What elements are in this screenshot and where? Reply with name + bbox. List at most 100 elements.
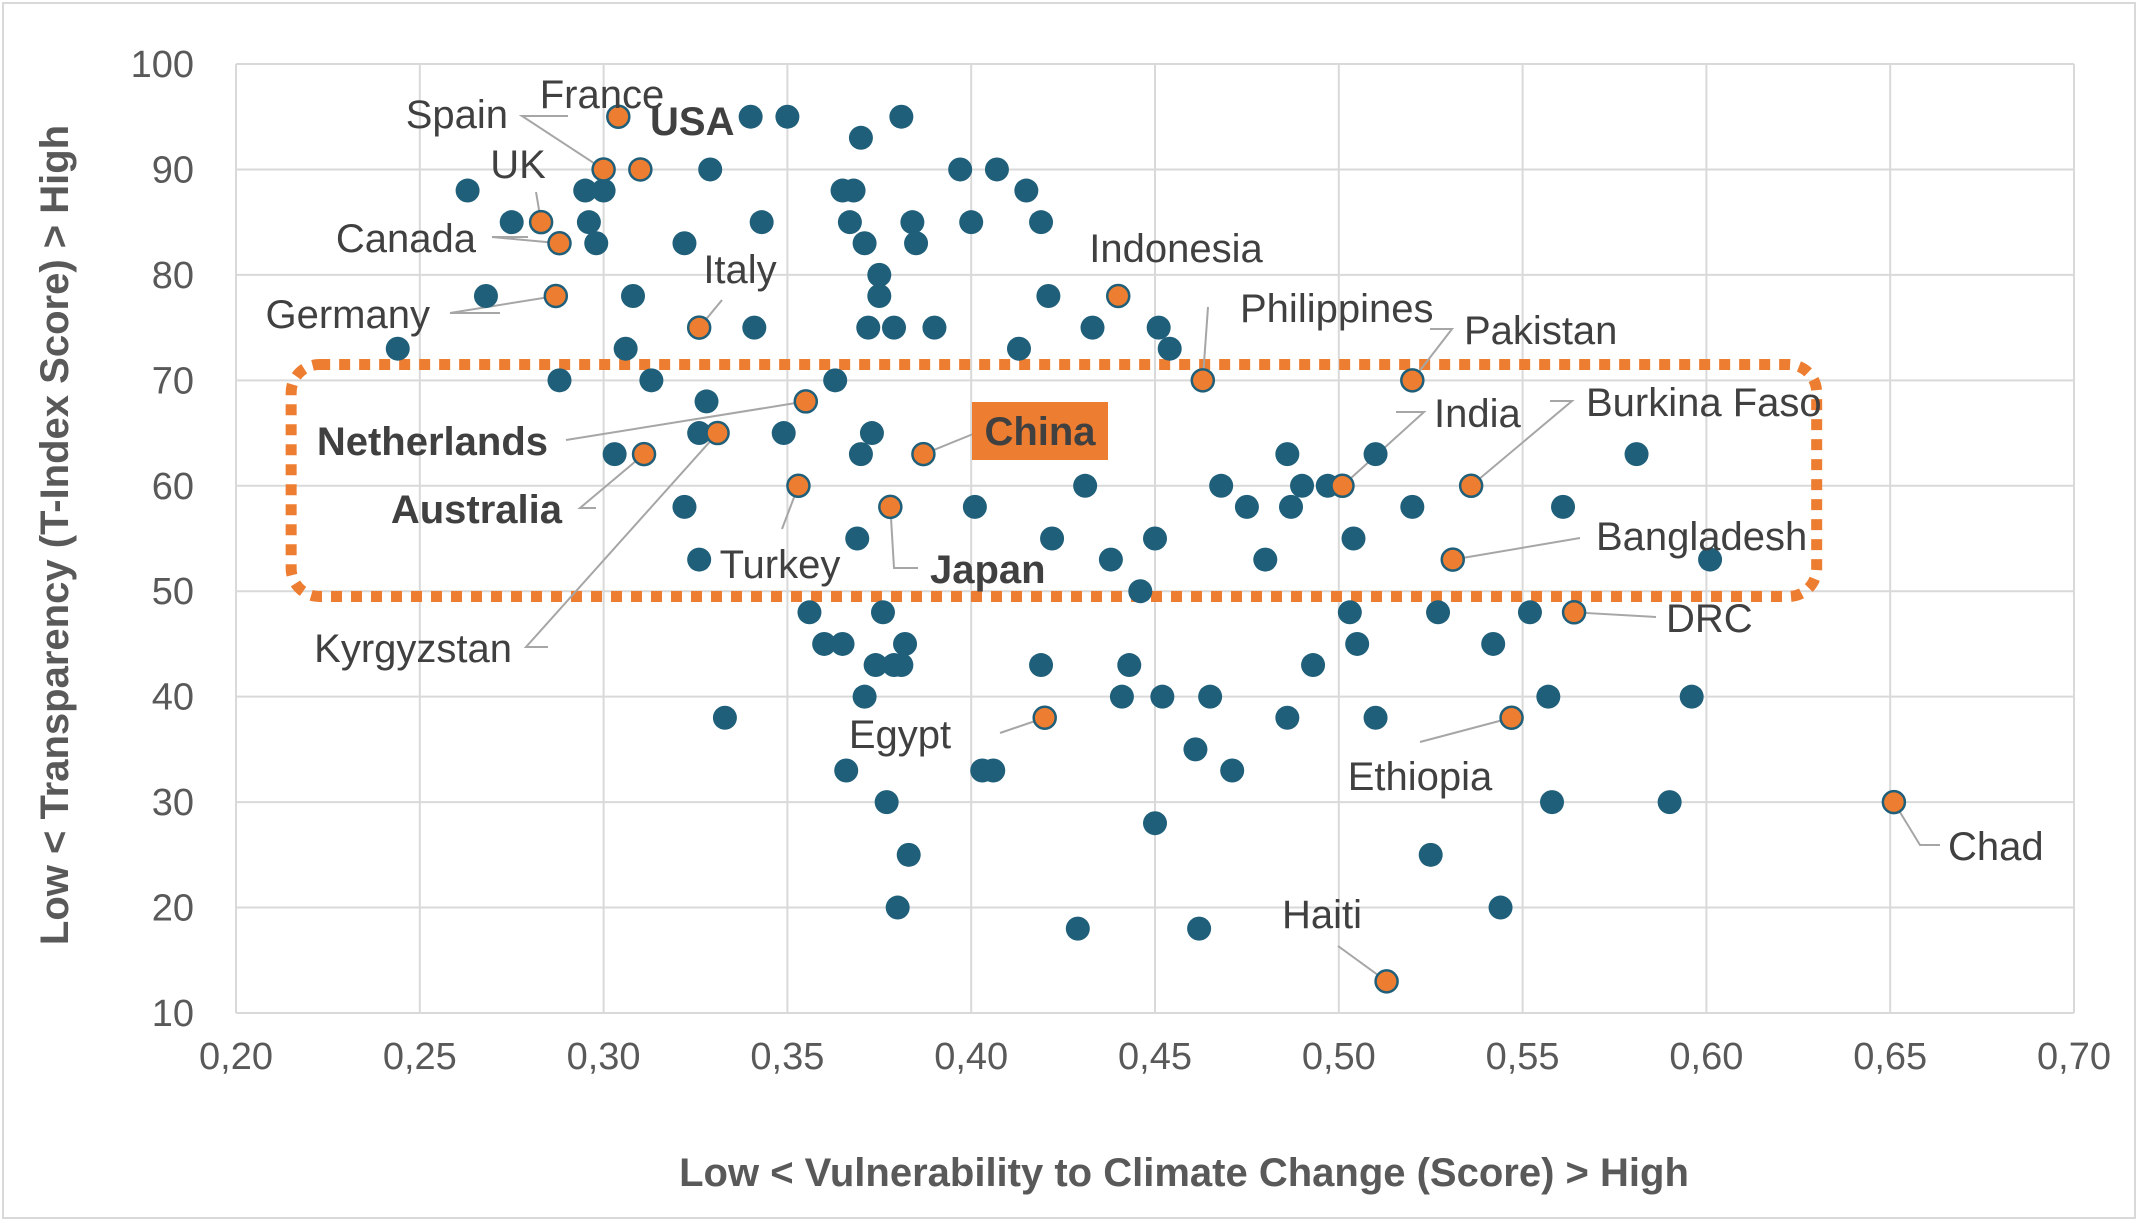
data-point — [1275, 705, 1300, 730]
label-bangladesh: Bangladesh — [1596, 515, 1807, 559]
leader-burkina-faso — [1470, 400, 1575, 487]
data-point — [867, 283, 892, 308]
data-point — [749, 210, 774, 235]
data-point — [959, 210, 984, 235]
data-point — [797, 600, 822, 625]
data-point — [1065, 916, 1090, 941]
leader-australia — [577, 453, 645, 509]
highlight-point-philippines — [1190, 368, 1216, 393]
label-usa: USA — [650, 100, 734, 144]
data-point — [455, 178, 480, 203]
data-point — [1679, 684, 1704, 709]
data-point — [885, 895, 910, 920]
label-pakistan: Pakistan — [1464, 309, 1617, 353]
data-point — [499, 210, 524, 235]
highlight-point-netherlands — [793, 389, 819, 414]
data-point — [1345, 631, 1370, 656]
data-point — [738, 104, 763, 129]
y-tick-label: 80 — [152, 255, 194, 297]
data-point — [1157, 336, 1182, 361]
data-point — [870, 600, 895, 625]
data-point — [1540, 790, 1565, 815]
data-point — [1536, 684, 1561, 709]
data-point — [1036, 283, 1061, 308]
data-point — [1488, 895, 1513, 920]
leader-philippines — [1201, 306, 1209, 381]
data-point — [823, 368, 848, 393]
data-point — [1418, 842, 1443, 867]
label-kyrgyzstan: Kyrgyzstan — [314, 627, 512, 671]
data-point — [1290, 473, 1315, 498]
highlight-point-indonesia — [1105, 283, 1131, 309]
data-point — [573, 178, 598, 203]
leader-spain — [518, 115, 605, 171]
data-point — [1080, 315, 1105, 340]
leader-pakistan — [1411, 328, 1455, 381]
data-point — [1198, 684, 1223, 709]
data-point — [841, 178, 866, 203]
data-point — [922, 315, 947, 340]
data-point — [984, 157, 1009, 182]
data-point — [473, 283, 498, 308]
data-point — [639, 368, 664, 393]
data-point — [904, 231, 929, 256]
data-point — [1275, 442, 1300, 467]
leader-germany — [449, 294, 556, 314]
data-point — [1551, 494, 1576, 519]
data-point — [694, 389, 719, 414]
x-tick-label: 0,35 — [750, 1036, 824, 1078]
x-tick-label: 0,45 — [1118, 1036, 1192, 1078]
x-tick-label: 0,70 — [2037, 1036, 2111, 1078]
y-tick-label: 60 — [152, 466, 194, 508]
highlight-region-rect — [285, 359, 1823, 602]
data-point — [1143, 526, 1167, 551]
label-haiti: Haiti — [1282, 893, 1362, 937]
x-tick-label: 0,25 — [383, 1036, 457, 1078]
data-points — [385, 104, 1907, 994]
label-ethiopia: Ethiopia — [1348, 755, 1493, 799]
y-tick-label: 10 — [152, 993, 194, 1035]
highlight-point-germany — [543, 283, 569, 309]
data-point — [863, 653, 888, 678]
label-china: China — [984, 410, 1096, 454]
data-point — [1400, 494, 1425, 519]
highlight-point-turkey — [786, 473, 811, 499]
leader-ethiopia — [1419, 716, 1512, 743]
label-canada: Canada — [336, 217, 477, 261]
data-point — [948, 157, 973, 182]
data-point — [698, 157, 723, 182]
data-point — [812, 631, 837, 656]
label-australia: Australia — [391, 488, 563, 532]
data-point — [591, 178, 616, 203]
highlight-point-drc — [1561, 600, 1587, 625]
data-point — [834, 758, 859, 783]
highlight-point-burkina-faso — [1458, 473, 1484, 499]
data-point — [775, 104, 800, 129]
label-burkina-faso: Burkina Faso — [1586, 381, 1822, 425]
data-point — [874, 790, 899, 815]
data-point — [852, 684, 877, 709]
data-point — [771, 421, 796, 446]
data-point — [1253, 547, 1278, 572]
data-point — [893, 631, 918, 656]
data-point — [1657, 790, 1682, 815]
data-point — [1481, 631, 1506, 656]
highlight-point-chad — [1881, 789, 1907, 815]
data-point — [712, 705, 737, 730]
leader-drc — [1574, 611, 1657, 618]
data-point — [1040, 526, 1065, 551]
highlight-point-usa — [628, 157, 653, 182]
data-point — [1301, 653, 1326, 678]
y-tick-label: 50 — [152, 571, 194, 613]
label-indonesia: Indonesia — [1089, 227, 1263, 271]
data-point — [1363, 442, 1388, 467]
highlight-point-australia — [631, 441, 657, 467]
data-point — [1337, 600, 1362, 625]
data-point — [1029, 210, 1054, 235]
data-point — [837, 210, 862, 235]
x-tick-label: 0,20 — [199, 1036, 273, 1078]
x-tick-label: 0,40 — [934, 1036, 1008, 1078]
leader-bangladesh — [1452, 537, 1581, 561]
